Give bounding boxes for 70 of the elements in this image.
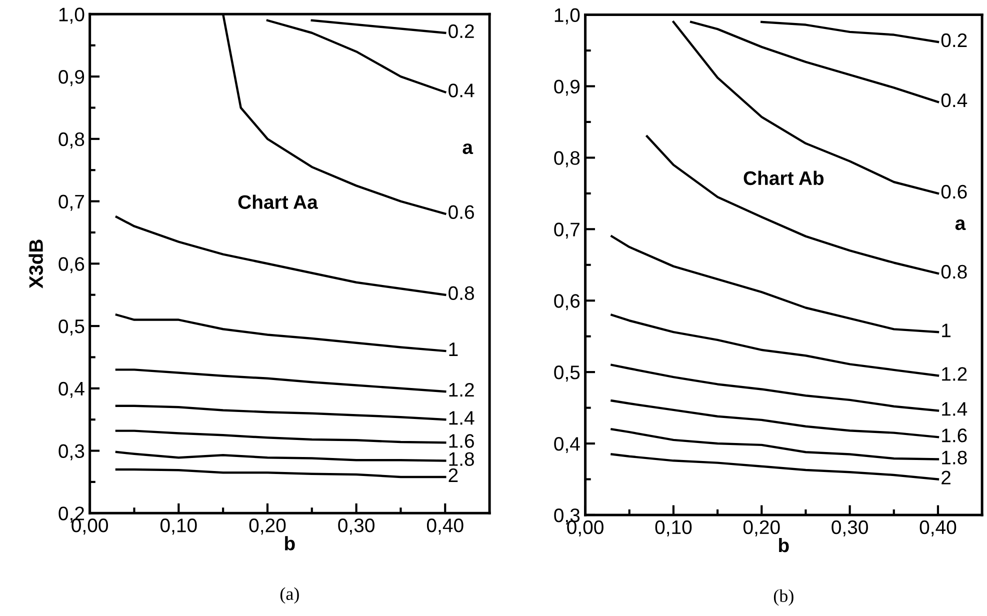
y-tick-label: 0,7 [554, 222, 580, 239]
y-axis-title: X3dB [28, 240, 43, 288]
line-series [672, 20, 940, 195]
line-series [760, 20, 940, 44]
series-label: 1.6 [942, 428, 967, 442]
line-series [610, 314, 940, 377]
y-tick-label: 0,3 [58, 444, 84, 460]
series-label: 2 [942, 470, 950, 484]
line-series [610, 364, 940, 412]
y-tick-label: 0,7 [58, 194, 84, 211]
y-tick-label: 1,0 [59, 8, 84, 24]
x-tick-label: 0,30 [832, 520, 868, 536]
line-series [646, 135, 940, 275]
text: (a) [280, 587, 299, 604]
y-tick-label: 0,9 [58, 70, 84, 86]
line-series [115, 468, 446, 478]
text: (b) [774, 589, 794, 606]
y-tick-label: 0,9 [554, 80, 580, 96]
y-tick-label: 0,4 [58, 382, 84, 398]
y-tick-label: 0,4 [554, 436, 580, 454]
series-label: 1.2 [942, 367, 967, 381]
annotation: Chart Aa [238, 194, 318, 209]
line-series [690, 20, 940, 104]
series-label: 0.8 [448, 286, 474, 300]
annotation: Chart Ab [744, 170, 824, 186]
series-label: 0.8 [941, 264, 967, 279]
x-axis-title: b [779, 538, 789, 552]
series-label: 1 [942, 324, 950, 338]
annotation: a [955, 219, 966, 230]
line-series [610, 428, 940, 460]
y-tick-label: 0,8 [554, 151, 580, 168]
line-series [115, 450, 446, 462]
line-series [610, 400, 940, 438]
y-tick-label: 1,0 [554, 8, 580, 24]
series-label: 1.6 [449, 434, 474, 448]
x-tick-label: 0,10 [655, 520, 692, 536]
series-label: 1.4 [942, 402, 968, 416]
y-tick-label: 0,5 [58, 319, 84, 336]
series-label: 1.4 [449, 411, 474, 425]
series-label: 0.2 [448, 24, 474, 38]
x-axis-title: b [285, 536, 295, 550]
x-tick-label: 0,30 [338, 518, 374, 535]
series-label: 1 [449, 342, 458, 356]
line-series [115, 368, 446, 393]
series-label: 0.4 [448, 84, 474, 98]
series-label: 1.8 [942, 450, 967, 464]
line-series [610, 453, 940, 480]
x-tick-label: 0,40 [920, 520, 956, 536]
x-tick-label: 0,10 [160, 518, 197, 535]
x-tick-label: 0,40 [426, 518, 464, 535]
series-label: 2 [448, 468, 458, 482]
line-series [115, 404, 446, 421]
x-tick-label: 0,20 [743, 520, 780, 536]
y-tick-label: 0,6 [554, 294, 580, 310]
series-label: 0.6 [448, 205, 474, 219]
y-tick-label: 0,8 [58, 132, 84, 148]
line-series [115, 314, 446, 352]
y-tick-label: 0,6 [58, 257, 84, 274]
line-series [115, 216, 446, 296]
annotation: a [462, 143, 474, 154]
line-series [115, 430, 446, 444]
series-label: 1.2 [449, 382, 474, 397]
series-label: 0.2 [941, 33, 967, 48]
x-tick-label: 0,20 [249, 518, 286, 535]
line-series [266, 19, 446, 94]
y-tick-label: 0,5 [554, 366, 580, 382]
series-label: 0.4 [941, 93, 968, 108]
series-label: 0.6 [941, 184, 967, 199]
line-series [610, 235, 940, 334]
series-label: 1.8 [449, 452, 474, 466]
